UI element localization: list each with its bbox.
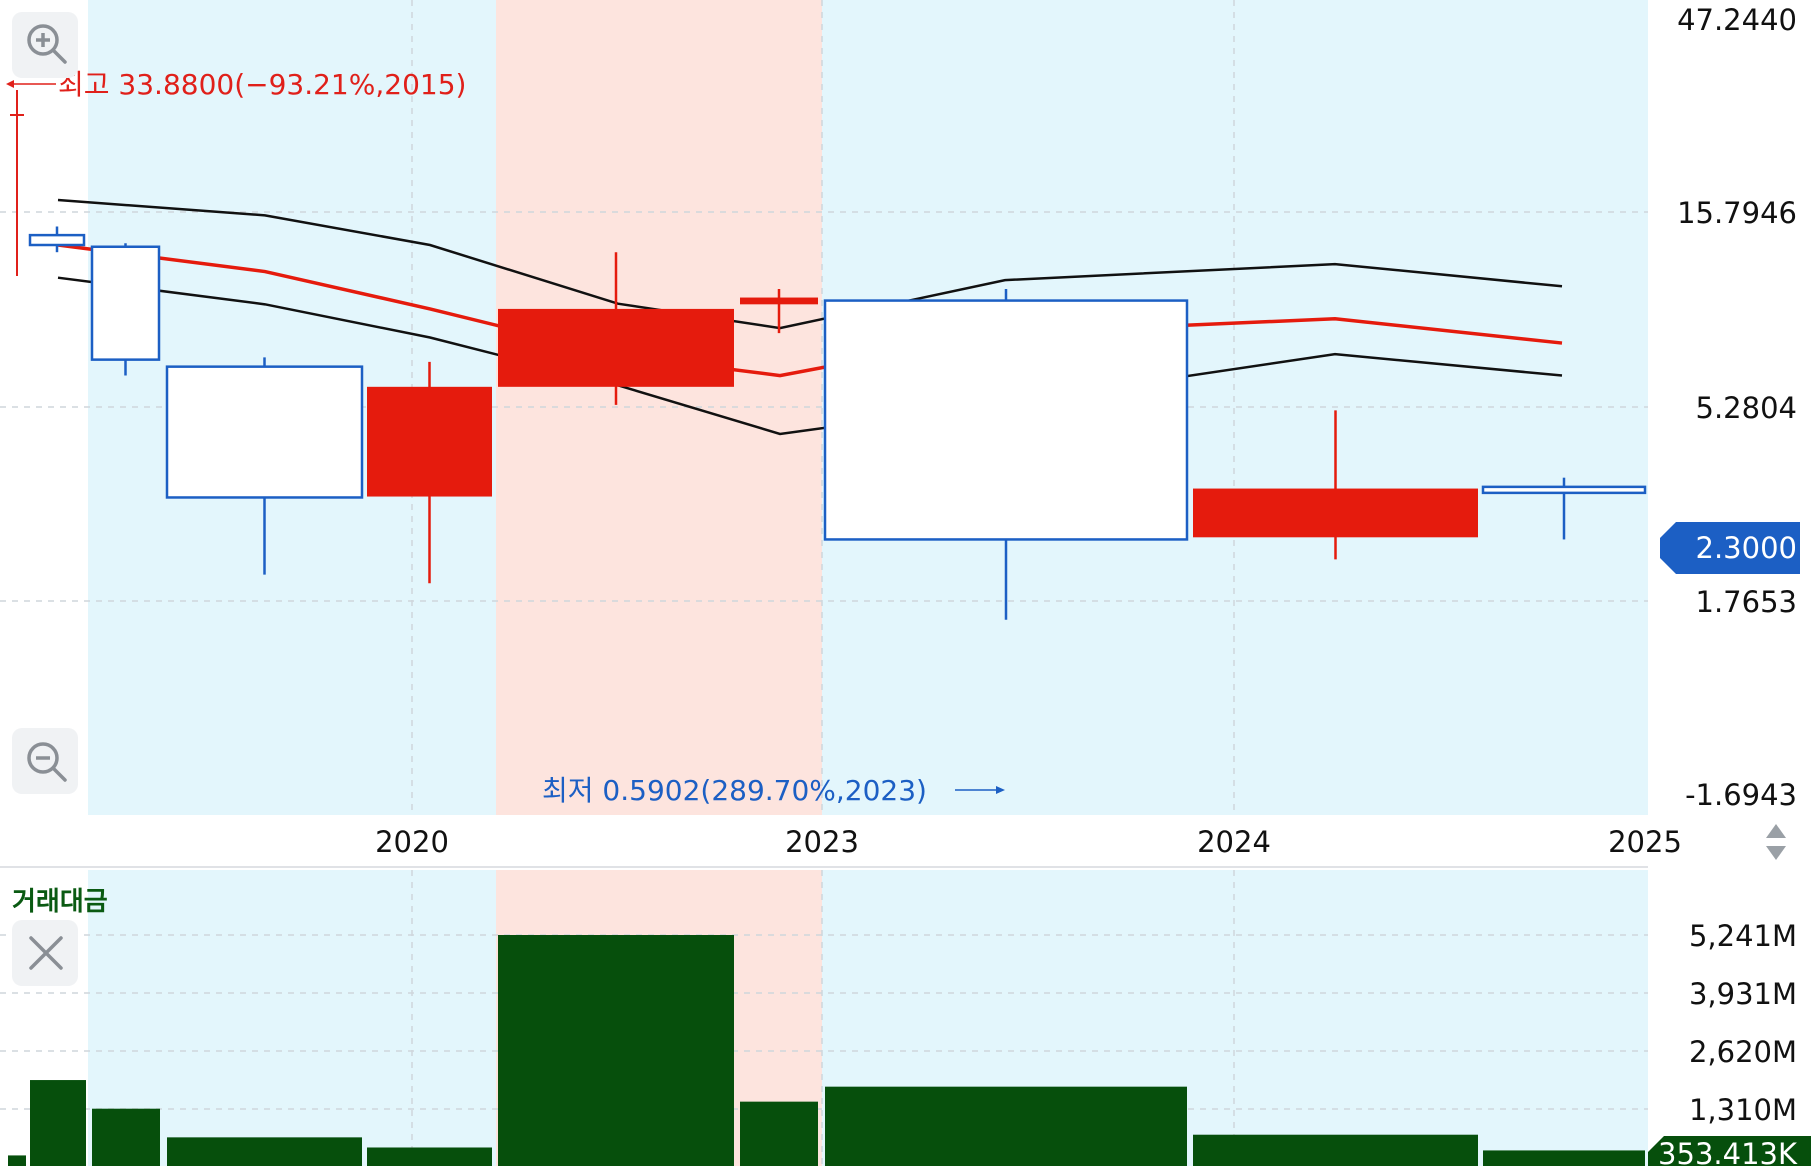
volume-axis: 5,241M 3,931M 2,620M 1,310M bbox=[1689, 919, 1797, 1127]
high-annotation: 최고 33.8800(−93.21%,2015) bbox=[58, 68, 466, 101]
zoom-in-icon bbox=[27, 24, 67, 64]
x-tick-label: 2023 bbox=[785, 825, 859, 859]
y-axis-strip bbox=[1648, 0, 1811, 1166]
y-tick-label: 1,310M bbox=[1689, 1093, 1797, 1127]
candle-body bbox=[740, 297, 818, 305]
volume-bar bbox=[1193, 1134, 1478, 1166]
zoom-in-button[interactable] bbox=[12, 12, 78, 78]
volume-title: 거래대금 bbox=[12, 887, 108, 917]
candle-body bbox=[28, 233, 86, 247]
y-tick-label: 1.7653 bbox=[1696, 585, 1797, 619]
current-volume-label: 353.413K bbox=[1658, 1137, 1798, 1166]
zoom-out-icon bbox=[27, 742, 67, 782]
annotations: 최고 33.8800(−93.21%,2015) 최저 0.5902(289.7… bbox=[6, 68, 1005, 807]
volume-bar bbox=[92, 1108, 160, 1166]
y-tick-label: 5.2804 bbox=[1696, 391, 1797, 425]
x-tick-label: 2025 bbox=[1608, 825, 1682, 859]
zoom-out-button[interactable] bbox=[12, 728, 78, 794]
x-axis-strip bbox=[0, 815, 1811, 867]
volume-bar bbox=[167, 1137, 362, 1166]
grid-lines bbox=[0, 0, 1648, 1166]
candle bbox=[165, 357, 364, 575]
current-price-label: 2.3000 bbox=[1696, 531, 1797, 565]
x-tick-label: 2024 bbox=[1197, 825, 1271, 859]
y-tick-label: 3,931M bbox=[1689, 977, 1797, 1011]
volume-bar bbox=[30, 1080, 86, 1166]
candle bbox=[823, 288, 1189, 620]
envelope-lower-line bbox=[57, 276, 1563, 436]
x-axis: 2020 2023 2024 2025 bbox=[375, 825, 1682, 859]
current-price-tag: 2.3000 bbox=[1660, 522, 1800, 574]
updown-arrows-icon[interactable] bbox=[1752, 818, 1808, 864]
low-arrow-head bbox=[996, 786, 1005, 794]
volume-bar bbox=[8, 1155, 26, 1166]
volume-bars bbox=[8, 935, 1645, 1166]
volume-bar bbox=[367, 1147, 492, 1166]
candle bbox=[367, 361, 492, 584]
candle-body bbox=[165, 365, 364, 499]
candle bbox=[90, 243, 161, 376]
volume-bar bbox=[825, 1086, 1187, 1166]
x-tick-label: 2020 bbox=[375, 825, 449, 859]
candle-body bbox=[90, 245, 161, 361]
candle-body bbox=[498, 308, 734, 387]
y-tick-label: 47.2440 bbox=[1677, 3, 1797, 37]
candle-body bbox=[823, 299, 1189, 541]
candle-body bbox=[1481, 485, 1647, 495]
candle bbox=[498, 252, 734, 405]
volume-bar bbox=[740, 1101, 818, 1166]
close-volume-button[interactable] bbox=[12, 920, 78, 986]
volume-bar bbox=[498, 935, 734, 1166]
candle bbox=[1193, 410, 1478, 560]
y-tick-label: 2,620M bbox=[1689, 1035, 1797, 1069]
volume-bar bbox=[1483, 1150, 1645, 1166]
candle-body bbox=[367, 386, 492, 497]
candle-body bbox=[1193, 488, 1478, 538]
current-volume-tag: 353.413K bbox=[1648, 1136, 1811, 1166]
price-axis: 47.2440 15.7946 5.2804 1.7653 -1.6943 bbox=[1677, 3, 1797, 812]
low-annotation: 최저 0.5902(289.70%,2023) bbox=[542, 774, 927, 807]
y-tick-label: 5,241M bbox=[1689, 919, 1797, 953]
candle bbox=[1481, 477, 1647, 540]
close-icon bbox=[29, 936, 63, 970]
y-tick-label: -1.6943 bbox=[1685, 778, 1797, 812]
y-tick-label: 15.7946 bbox=[1677, 196, 1797, 230]
candle bbox=[28, 226, 86, 253]
candle bbox=[740, 288, 818, 334]
candles bbox=[28, 226, 1647, 620]
